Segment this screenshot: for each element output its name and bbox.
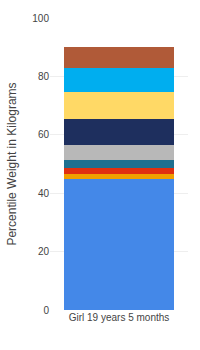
svg-text:80: 80 — [38, 71, 50, 82]
svg-text:Percentile Weight in Kilograms: Percentile Weight in Kilograms — [5, 82, 19, 245]
svg-text:Girl 19 years 5 months: Girl 19 years 5 months — [69, 312, 170, 323]
svg-text:100: 100 — [32, 13, 49, 24]
svg-text:20: 20 — [38, 246, 50, 257]
svg-text:40: 40 — [38, 188, 50, 199]
svg-text:0: 0 — [43, 305, 49, 316]
svg-text:60: 60 — [38, 129, 50, 140]
